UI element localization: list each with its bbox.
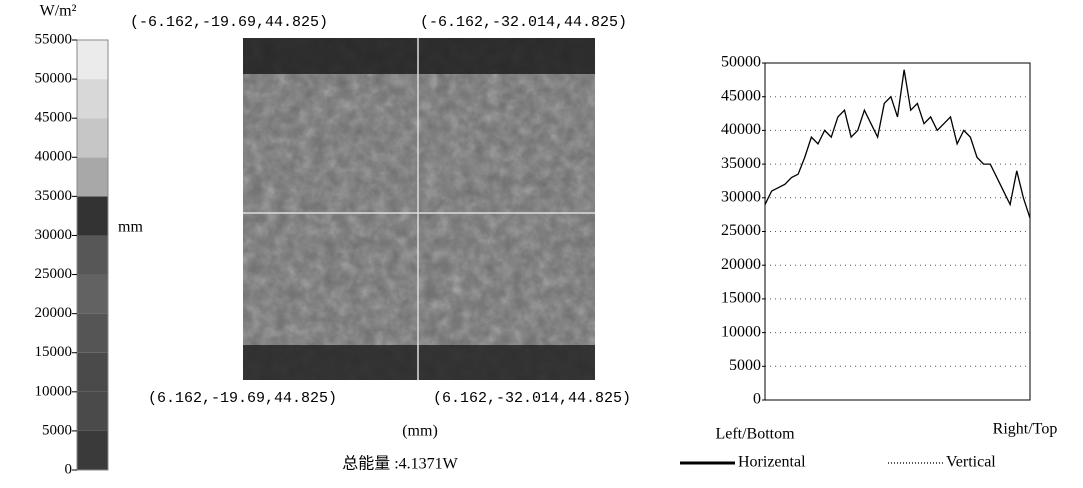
legend-label: Horizental <box>738 454 806 471</box>
corner-label: (6.162,-32.014,44.825) <box>433 390 631 407</box>
colorbar-band <box>77 353 108 392</box>
series-line <box>765 70 1030 218</box>
colorbar-band <box>77 431 108 470</box>
y-tick-label: 5000 <box>729 357 761 374</box>
right-label: Right/Top <box>993 421 1058 438</box>
heat-image <box>243 38 595 380</box>
y-tick-label: 50000 <box>721 54 761 71</box>
y-tick-label: 20000 <box>721 256 761 273</box>
colorbar-band <box>77 314 108 353</box>
y-tick-label: 45000 <box>721 87 761 104</box>
colorbar-tick-label: 30000 <box>35 227 73 243</box>
app-view: W/m² mm (-6.162,-19.69,44.825) (-6.162,-… <box>0 0 1083 483</box>
y-tick-label: 10000 <box>721 323 761 340</box>
colorbar-side-label: mm <box>118 219 143 236</box>
colorbar-tick-label: 40000 <box>35 149 73 165</box>
colorbar-tick-label: 20000 <box>35 305 73 321</box>
axis-unit: (mm) <box>402 423 438 440</box>
colorbar-band <box>77 275 108 314</box>
y-tick-label: 25000 <box>721 222 761 239</box>
colorbar-tick-label: 5000 <box>42 422 72 438</box>
total-energy: 总能量 :4.1371W <box>342 455 458 473</box>
left-label: Left/Bottom <box>715 426 795 443</box>
y-tick-label: 0 <box>753 391 761 408</box>
image-bottom-band <box>243 345 595 380</box>
colorbar-band <box>77 79 108 118</box>
y-tick-label: 30000 <box>721 188 761 205</box>
colorbar-unit: W/m² <box>40 3 77 20</box>
colorbar-tick-label: 55000 <box>35 31 73 47</box>
image-top-band <box>243 38 595 74</box>
colorbar-tick-label: 10000 <box>35 383 73 399</box>
colorbar-tick-label: 45000 <box>35 110 73 126</box>
legend-label: Vertical <box>946 454 996 471</box>
colorbar-band <box>77 196 108 235</box>
y-tick-label: 35000 <box>721 155 761 172</box>
colorbar-band <box>77 118 108 157</box>
corner-label: (-6.162,-19.69,44.825) <box>130 14 328 31</box>
colorbar-band <box>77 157 108 196</box>
colorbar-band <box>77 40 108 79</box>
image-texture <box>243 38 595 380</box>
y-tick-label: 40000 <box>721 121 761 138</box>
corner-label: (-6.162,-32.014,44.825) <box>420 14 627 31</box>
y-tick-label: 15000 <box>721 290 761 307</box>
colorbar-tick-label: 15000 <box>35 344 73 360</box>
colorbar-tick-label: 50000 <box>35 71 73 87</box>
colorbar-tick-label: 0 <box>65 461 73 477</box>
colorbar-band <box>77 392 108 431</box>
corner-label: (6.162,-19.69,44.825) <box>148 390 337 407</box>
colorbar-band <box>77 235 108 274</box>
colorbar-tick-label: 35000 <box>35 188 73 204</box>
colorbar-tick-label: 25000 <box>35 266 73 282</box>
